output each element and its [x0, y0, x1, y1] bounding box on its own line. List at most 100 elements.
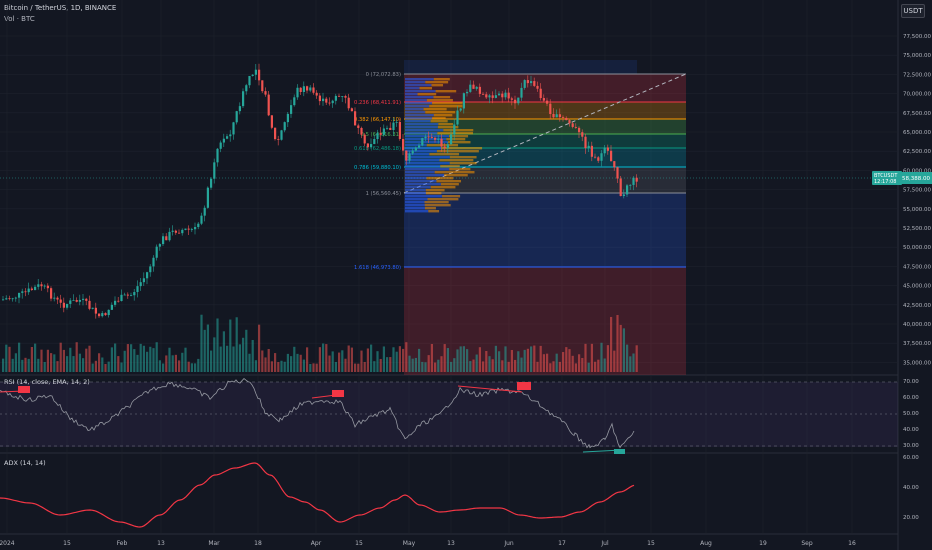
candle-body[interactable]	[443, 146, 446, 149]
candle-body[interactable]	[370, 144, 373, 148]
candle-body[interactable]	[98, 313, 101, 317]
candle-body[interactable]	[453, 124, 456, 135]
candle-body[interactable]	[594, 156, 597, 158]
candle-body[interactable]	[504, 92, 507, 98]
candle-body[interactable]	[510, 98, 513, 100]
candle-body[interactable]	[526, 80, 529, 84]
candle-body[interactable]	[232, 122, 235, 135]
candle-body[interactable]	[622, 194, 625, 197]
candle-body[interactable]	[158, 244, 161, 247]
candle-body[interactable]	[632, 177, 635, 185]
candle-body[interactable]	[277, 139, 280, 140]
candle-body[interactable]	[357, 125, 360, 128]
candle-body[interactable]	[94, 307, 97, 314]
candle-body[interactable]	[88, 300, 91, 309]
candle-body[interactable]	[456, 110, 459, 125]
candle-body[interactable]	[66, 303, 69, 308]
candle-body[interactable]	[219, 142, 222, 149]
candle-body[interactable]	[587, 145, 590, 149]
candle-body[interactable]	[280, 130, 283, 140]
candle-body[interactable]	[450, 134, 453, 145]
time-axis[interactable]: 2024 15 Feb 13 Mar 18 Apr 15 May 13 Jun 17 Jul 15 Aug 1…	[0, 540, 856, 547]
volume-indicator-label[interactable]: Vol · BTC	[4, 15, 35, 23]
candle-body[interactable]	[507, 92, 510, 99]
candle-body[interactable]	[302, 86, 305, 93]
candle-body[interactable]	[354, 111, 357, 126]
candle-body[interactable]	[24, 291, 27, 293]
candle-body[interactable]	[206, 187, 209, 208]
candle-body[interactable]	[258, 69, 261, 81]
candle-body[interactable]	[434, 137, 437, 140]
adx-axis[interactable]: 60.00 40.00 20.00	[903, 455, 919, 521]
candle-body[interactable]	[11, 298, 14, 300]
candle-body[interactable]	[619, 178, 622, 197]
candle-body[interactable]	[402, 138, 405, 151]
candle-body[interactable]	[21, 291, 24, 293]
candle-body[interactable]	[110, 304, 113, 310]
candle-body[interactable]	[600, 153, 603, 161]
candle-body[interactable]	[283, 122, 286, 131]
candle-body[interactable]	[373, 139, 376, 145]
candle-body[interactable]	[203, 207, 206, 216]
candle-body[interactable]	[123, 294, 126, 296]
candle-body[interactable]	[603, 147, 606, 154]
candle-body[interactable]	[216, 148, 219, 163]
candle-body[interactable]	[322, 98, 325, 102]
candle-body[interactable]	[174, 230, 177, 233]
candle-body[interactable]	[328, 102, 331, 104]
candle-body[interactable]	[386, 127, 389, 129]
candle-body[interactable]	[533, 81, 536, 86]
candle-body[interactable]	[325, 98, 328, 103]
candle-body[interactable]	[114, 300, 117, 305]
candle-body[interactable]	[405, 150, 408, 161]
candle-body[interactable]	[469, 84, 472, 92]
rsi-title[interactable]: RSI (14, close, EMA, 14, 2)	[4, 378, 90, 386]
candle-body[interactable]	[40, 284, 43, 287]
candle-body[interactable]	[101, 313, 104, 317]
candle-body[interactable]	[514, 99, 517, 104]
candle-body[interactable]	[475, 86, 478, 89]
candle-body[interactable]	[238, 106, 241, 112]
candle-body[interactable]	[315, 92, 318, 96]
candle-body[interactable]	[34, 286, 37, 290]
candle-body[interactable]	[126, 294, 129, 296]
candle-body[interactable]	[120, 294, 123, 302]
candle-body[interactable]	[85, 298, 88, 301]
candle-body[interactable]	[264, 91, 267, 95]
candle-body[interactable]	[613, 161, 616, 168]
candle-body[interactable]	[50, 288, 53, 299]
fib-retracement-tool[interactable]: 0 (72,072.83) 0.236 (68,411.91) 0.382 (66,…	[354, 60, 687, 375]
candle-body[interactable]	[296, 87, 299, 98]
candle-body[interactable]	[222, 138, 225, 143]
candle-body[interactable]	[482, 93, 485, 95]
candle-body[interactable]	[379, 132, 382, 135]
candle-body[interactable]	[152, 257, 155, 267]
candle-body[interactable]	[69, 300, 72, 304]
candle-body[interactable]	[130, 295, 133, 297]
candle-body[interactable]	[360, 127, 363, 135]
candle-body[interactable]	[331, 100, 334, 104]
candle-body[interactable]	[562, 117, 565, 118]
candle-body[interactable]	[149, 266, 152, 273]
candle-body[interactable]	[251, 74, 254, 76]
candle-body[interactable]	[53, 297, 56, 299]
candle-body[interactable]	[168, 231, 171, 241]
candle-body[interactable]	[2, 299, 5, 301]
candle-body[interactable]	[5, 298, 8, 300]
candle-body[interactable]	[616, 167, 619, 179]
candle-body[interactable]	[398, 121, 401, 139]
candle-body[interactable]	[382, 128, 385, 135]
candle-body[interactable]	[306, 86, 309, 91]
candle-body[interactable]	[581, 132, 584, 137]
candle-body[interactable]	[178, 232, 181, 234]
candle-body[interactable]	[408, 153, 411, 161]
candle-body[interactable]	[72, 300, 75, 301]
candle-body[interactable]	[517, 97, 520, 104]
candle-body[interactable]	[472, 84, 475, 89]
candle-body[interactable]	[568, 120, 571, 124]
candle-body[interactable]	[171, 230, 174, 232]
candle-body[interactable]	[440, 138, 443, 147]
candle-body[interactable]	[197, 223, 200, 228]
candle-body[interactable]	[62, 302, 65, 308]
candle-body[interactable]	[549, 103, 552, 115]
